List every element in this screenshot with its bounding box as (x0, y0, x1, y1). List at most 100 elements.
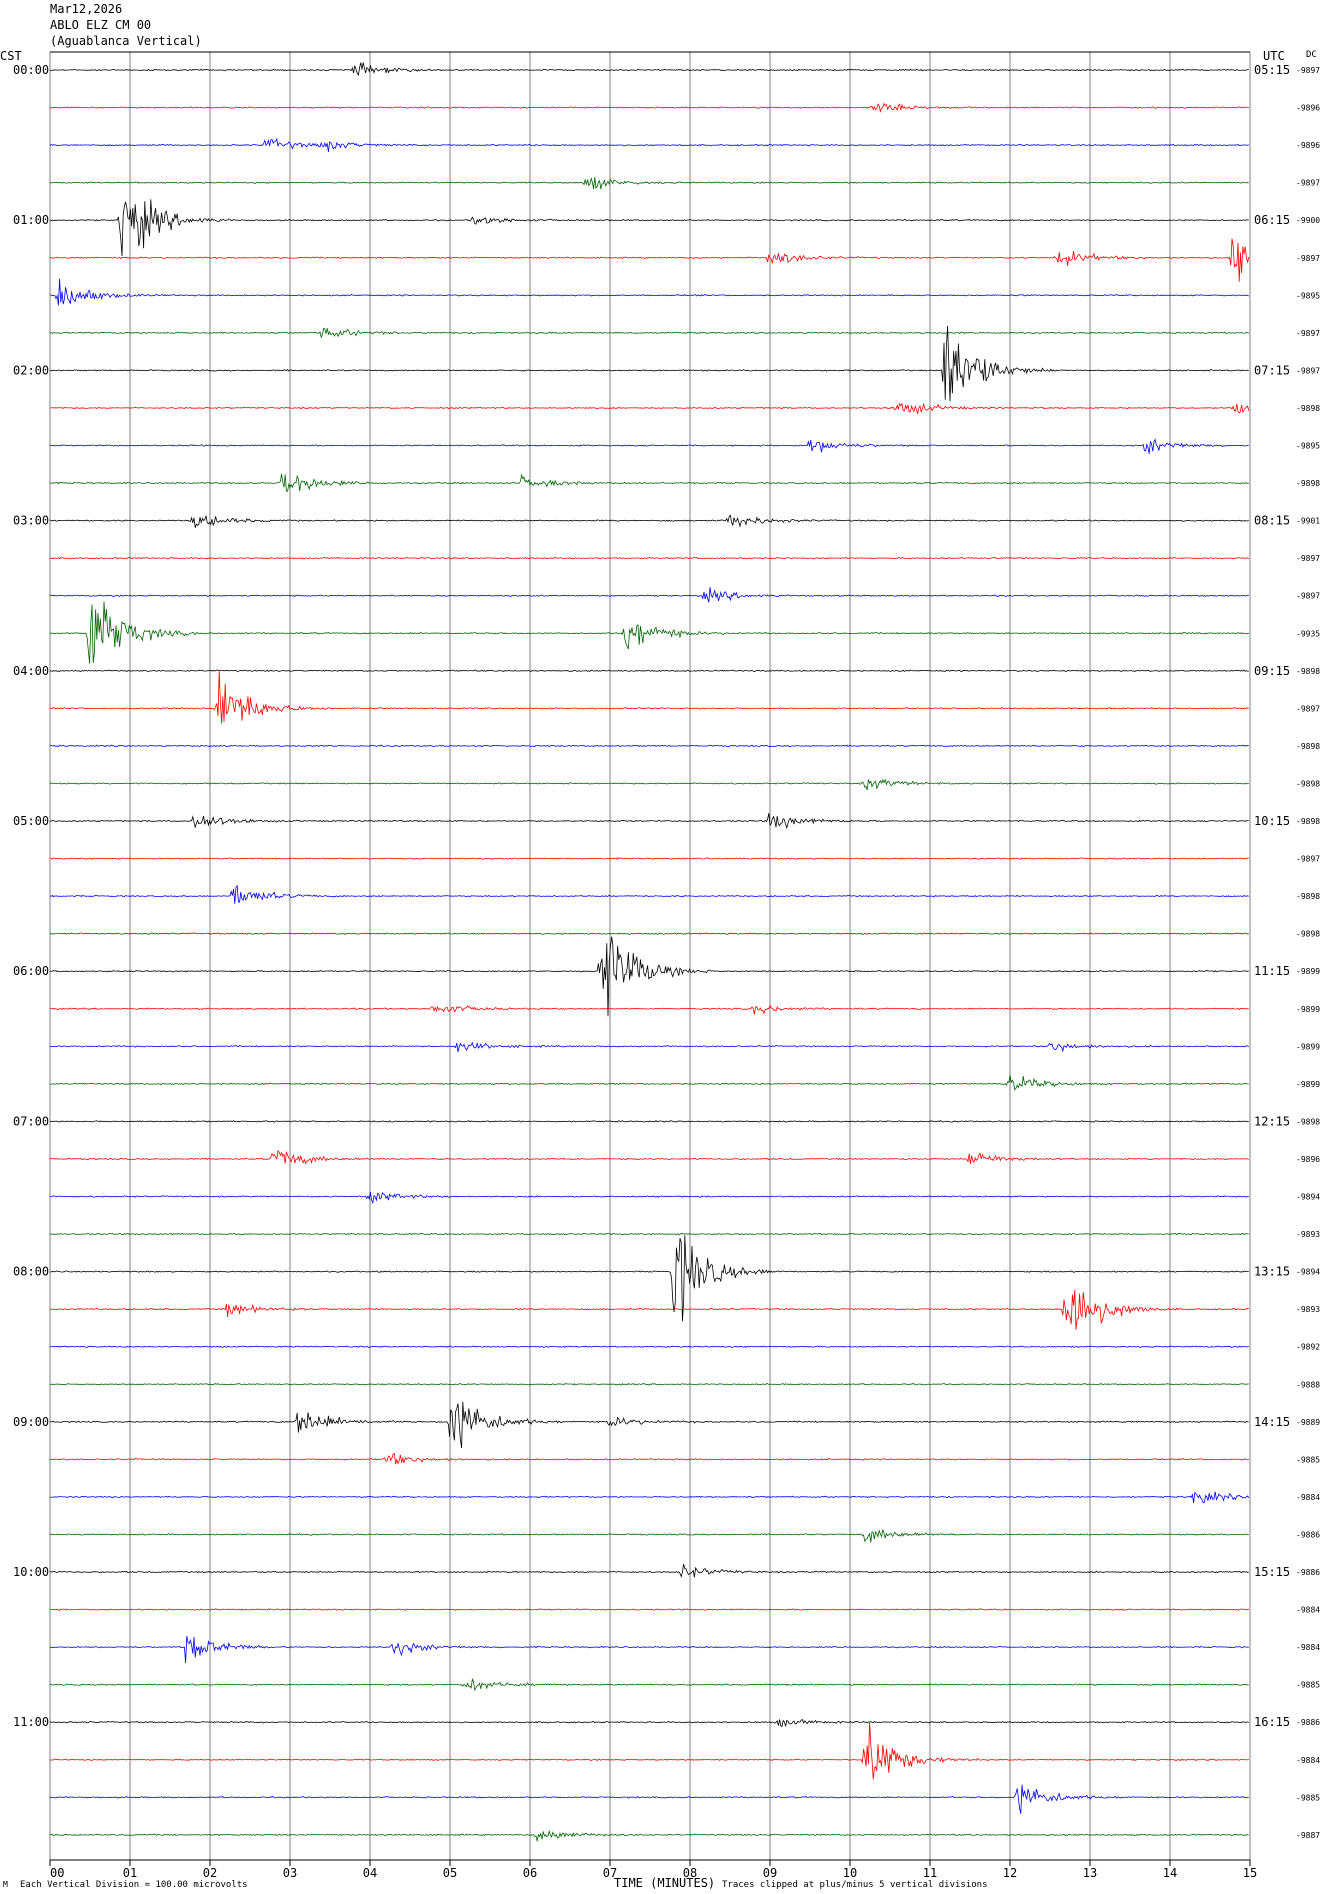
utc-hour-label: 10:15 (1254, 814, 1290, 828)
dc-offset-label: -9899 (1296, 1042, 1320, 1051)
trace-6 (49, 278, 1249, 306)
utc-hour-label: 08:15 (1254, 514, 1290, 528)
trace-0 (49, 62, 1249, 77)
trace-27 (49, 1074, 1249, 1091)
trace-40 (49, 1563, 1249, 1578)
trace-30 (50, 1191, 1249, 1205)
trace-47 (49, 1829, 1249, 1842)
trace-12 (49, 514, 1249, 528)
trace-28 (49, 1119, 1249, 1123)
trace-5 (49, 238, 1250, 282)
dc-offset-label: -9884 (1296, 1756, 1320, 1765)
dc-offset-label: -9897 (1296, 704, 1320, 713)
footer-mark: M (3, 1880, 8, 1889)
trace-17 (49, 670, 1249, 724)
trace-35 (50, 1382, 1249, 1386)
dc-offset-label: -9894 (1296, 1268, 1320, 1277)
trace-9 (49, 402, 1250, 414)
dc-offset-label: -9897 (1296, 179, 1320, 188)
cst-hour-label: 10:00 (13, 1565, 49, 1579)
utc-axis-title: UTC (1263, 49, 1285, 63)
dc-offset-label: -9895 (1296, 442, 1320, 451)
trace-22 (49, 884, 1249, 904)
station-code: ABLO ELZ CM 00 (50, 18, 152, 32)
dc-offset-label: -9900 (1296, 216, 1320, 225)
trace-24 (49, 936, 1249, 1017)
trace-42 (49, 1635, 1249, 1664)
dc-offset-label: -9896 (1296, 141, 1320, 150)
utc-hour-label: 15:15 (1254, 1565, 1290, 1579)
dc-offset-label: -9898 (1296, 667, 1320, 676)
x-tick-label-07: 07 (603, 1866, 617, 1880)
trace-41 (49, 1608, 1250, 1611)
trace-7 (49, 328, 1249, 339)
x-tick-label-04: 04 (363, 1866, 377, 1880)
x-axis-ticks: 00 01 02 03 04 05 06 07 08 09 10 11 12 13 14 15 (49, 51, 1257, 1880)
trace-1 (49, 102, 1249, 113)
x-tick-label-01: 01 (123, 1866, 137, 1880)
scale-note: Each Vertical Division = 100.00 microvol… (20, 1880, 248, 1890)
utc-hour-label: 13:15 (1254, 1265, 1290, 1279)
trace-39 (49, 1529, 1249, 1543)
trace-45 (49, 1721, 1249, 1780)
x-tick-label-09: 09 (763, 1866, 777, 1880)
x-axis-label: TIME (MINUTES) (614, 1876, 715, 1890)
trace-37 (49, 1452, 1249, 1465)
dc-offset-label: -9885 (1296, 1793, 1320, 1802)
trace-33 (49, 1289, 1249, 1330)
trace-8 (49, 325, 1249, 402)
trace-29 (49, 1149, 1249, 1165)
x-tick-label-03: 03 (283, 1866, 297, 1880)
utc-hour-label: 05:15 (1254, 63, 1290, 77)
cst-hour-label: 02:00 (13, 363, 49, 377)
cst-hour-label: 03:00 (13, 514, 49, 528)
x-tick-label-13: 13 (1083, 1866, 1097, 1880)
dc-offset-label: -9884 (1296, 1643, 1320, 1652)
trace-3 (49, 176, 1249, 190)
axis-labels: CST UTC DC -9897 -9896 -9896 -9897 -9900 -989… (0, 49, 1320, 1840)
trace-46 (49, 1784, 1249, 1814)
trace-34 (49, 1345, 1250, 1349)
trace-15 (49, 601, 1250, 664)
trace-21 (49, 857, 1249, 860)
dc-offset-label: -9897 (1296, 855, 1320, 864)
cst-hour-label: 11:00 (13, 1715, 49, 1729)
dc-offset-label: -9898 (1296, 817, 1320, 826)
trace-2 (49, 137, 1249, 153)
dc-offset-label: -9886 (1296, 1530, 1320, 1539)
dc-offset-label: -9897 (1296, 592, 1320, 601)
dc-offset-label: -9899 (1296, 1005, 1320, 1014)
seismic-traces (49, 62, 1250, 1842)
x-tick-label-00: 00 (50, 1866, 64, 1880)
dc-offset-label: -9898 (1296, 404, 1320, 413)
trace-43 (49, 1678, 1249, 1692)
trace-11 (49, 473, 1249, 492)
dc-offset-label: -9901 (1296, 517, 1320, 526)
utc-hour-label: 06:15 (1254, 213, 1290, 227)
dc-offset-label: -9884 (1296, 1493, 1320, 1502)
trace-20 (49, 813, 1249, 830)
trace-25 (49, 1004, 1249, 1015)
x-tick-label-12: 12 (1003, 1866, 1017, 1880)
dc-offset-label: -9886 (1296, 1568, 1320, 1577)
cst-hour-label: 08:00 (13, 1265, 49, 1279)
plot-date: Mar12,2026 (50, 2, 123, 16)
minute-gridlines (49, 52, 1251, 1860)
dc-offset-label: -9898 (1296, 930, 1320, 939)
cst-hour-label: 01:00 (13, 213, 49, 227)
dc-offset-label: -9885 (1296, 1681, 1320, 1690)
dc-offset-label: -9897 (1296, 366, 1320, 375)
dc-offset-label: -9893 (1296, 1230, 1320, 1239)
dc-offset-label: -9886 (1296, 1718, 1320, 1727)
trace-32 (50, 1235, 1249, 1322)
trace-36 (49, 1401, 1249, 1449)
clip-note: Traces clipped at plus/minus 5 vertical … (722, 1880, 988, 1890)
dc-offset-label: -9896 (1296, 1155, 1320, 1164)
footer: M Each Vertical Division = 100.00 microv… (3, 1876, 988, 1890)
dc-offset-label: -9898 (1296, 1117, 1320, 1126)
dc-offset-label: -9896 (1296, 104, 1320, 113)
trace-31 (49, 1232, 1249, 1236)
station-location: (Aguablanca Vertical) (50, 34, 202, 48)
x-tick-label-14: 14 (1163, 1866, 1177, 1880)
